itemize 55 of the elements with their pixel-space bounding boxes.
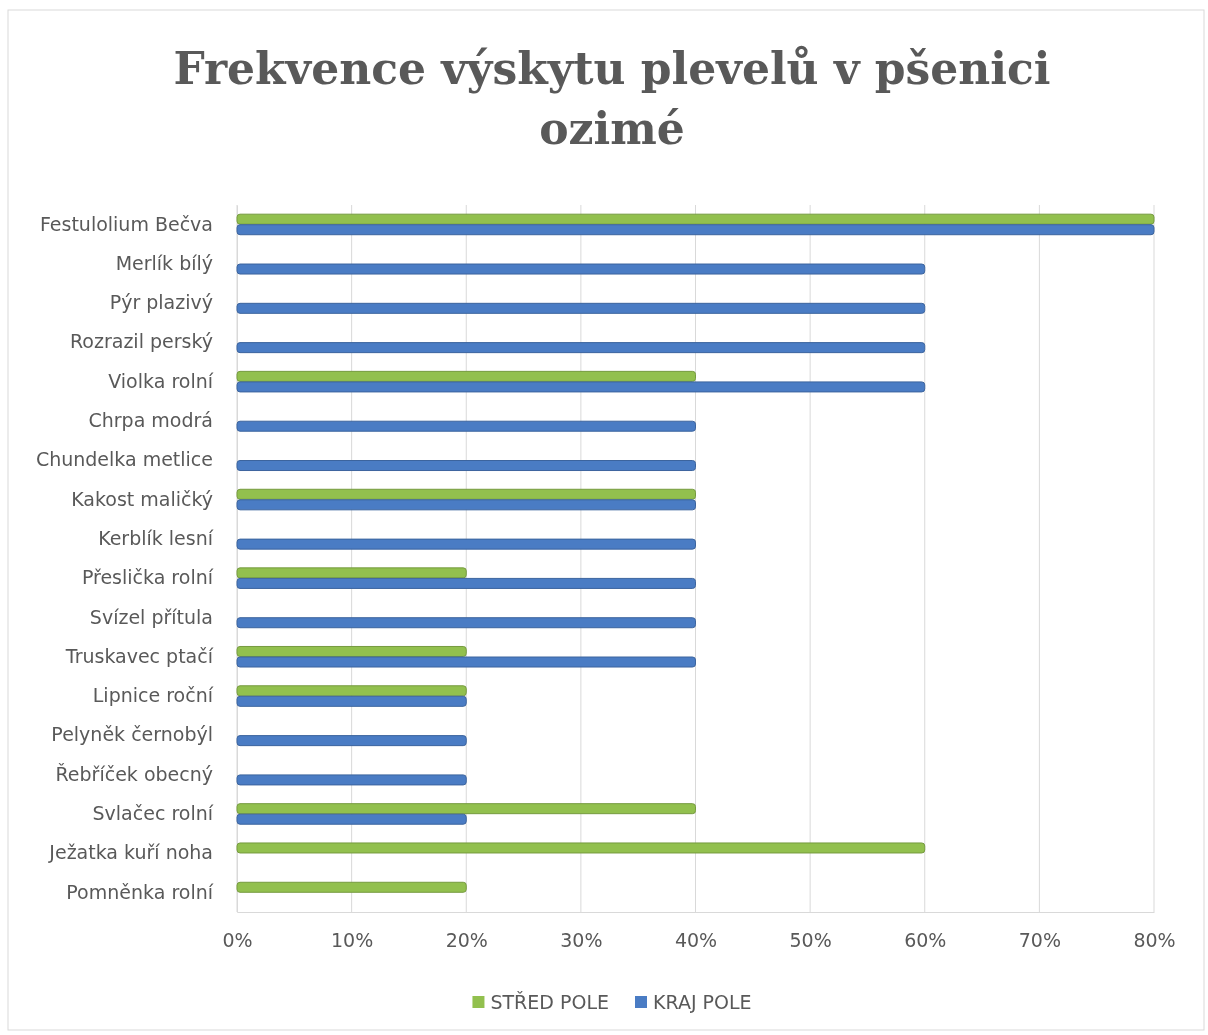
bar <box>236 735 467 747</box>
y-tick-label: Pýr plazivý <box>109 291 213 314</box>
x-tick-label: 0% <box>222 929 253 952</box>
y-tick-label: Lipnice roční <box>92 684 214 707</box>
x-tick-label: 60% <box>904 929 947 952</box>
y-tick-label: Merlík bílý <box>115 251 213 274</box>
chart-title: Frekvence výskytu plevelů v pšenici ozimé <box>173 43 1051 154</box>
y-tick-label: Ježatka kuří noha <box>48 841 213 864</box>
bar <box>236 213 1155 225</box>
bar <box>236 774 467 786</box>
bar <box>236 302 926 314</box>
y-tick-label: Pomněnka rolní <box>66 880 214 903</box>
bar <box>236 685 467 697</box>
y-tick-label: Svízel přítula <box>89 605 213 628</box>
bar <box>236 803 696 815</box>
bar <box>236 656 696 668</box>
bar <box>236 695 467 707</box>
bar <box>236 645 467 657</box>
bar <box>236 488 696 500</box>
y-tick-label: Chundelka metlice <box>35 448 213 471</box>
x-tick-label: 20% <box>445 929 488 952</box>
y-tick-label: Pelyněk černobýl <box>51 723 213 746</box>
x-tick-label: 40% <box>674 929 718 952</box>
y-tick-label: Festulolium Bečva <box>39 212 213 235</box>
y-tick-label: Svlačec rolní <box>92 802 214 825</box>
bar <box>236 224 1155 236</box>
x-tick-label: 80% <box>1133 929 1176 952</box>
y-tick-label: Rozrazil perský <box>69 330 213 353</box>
y-tick-label: Kakost maličký <box>71 487 213 510</box>
bar <box>236 813 467 825</box>
legend-label: KRAJ POLE <box>653 990 752 1013</box>
bar <box>236 842 926 854</box>
bar <box>236 420 696 432</box>
bar <box>236 577 696 589</box>
x-tick-label: 70% <box>1018 929 1061 952</box>
legend-label: STŘED POLE <box>490 990 609 1013</box>
y-tick-label: Truskavec ptačí <box>64 644 214 667</box>
bar <box>236 617 696 629</box>
x-tick-label: 30% <box>560 929 603 952</box>
x-tick-label: 50% <box>789 929 832 952</box>
bar <box>236 263 926 275</box>
bar <box>236 460 696 472</box>
bar <box>236 881 467 893</box>
x-tick-label: 10% <box>331 929 374 952</box>
y-tick-label: Přeslička rolní <box>81 566 214 589</box>
y-tick-label: Kerblík lesní <box>98 526 214 549</box>
bar <box>236 342 926 354</box>
bar <box>236 370 696 382</box>
bar <box>236 381 926 393</box>
y-tick-label: Řebříček obecný <box>55 762 213 785</box>
bar <box>236 567 467 579</box>
y-tick-label: Chrpa modrá <box>88 409 213 432</box>
y-tick-label: Violka rolní <box>108 369 214 392</box>
bar <box>236 499 696 511</box>
bar <box>236 538 696 550</box>
